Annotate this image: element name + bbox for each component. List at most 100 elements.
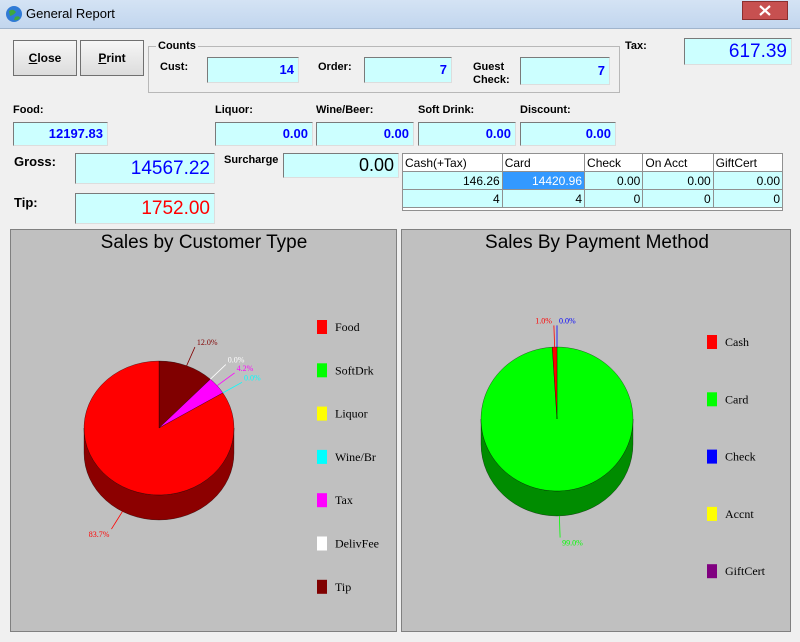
- group-title: Counts: [156, 40, 198, 52]
- header-cell: GiftCert: [712, 153, 784, 172]
- field-label: Tip:: [14, 195, 38, 210]
- field-value: 7: [364, 57, 452, 83]
- field-value: 0.00: [215, 122, 313, 146]
- chart-title: Sales by Customer Type: [101, 232, 308, 253]
- close-button[interactable]: Close: [13, 40, 77, 76]
- close-window-button[interactable]: [742, 1, 788, 20]
- tip-value: 1752.00: [75, 193, 215, 224]
- legend-swatch: [317, 320, 327, 334]
- header-cell: Cash(+Tax): [402, 153, 503, 172]
- header-row: Cash(+Tax) Card Check On Acct GiftCert: [402, 153, 784, 172]
- legend-swatch: [707, 506, 717, 521]
- legend-label: Cash: [725, 335, 749, 349]
- field-label: Guest Check:: [473, 61, 510, 86]
- field-value: 12197.83: [13, 122, 108, 146]
- legend-swatch: [317, 449, 327, 464]
- legend-swatch: [317, 493, 327, 508]
- app-icon: [6, 6, 22, 22]
- legend-swatch: [317, 363, 327, 378]
- field-label: Tax:: [625, 40, 647, 52]
- leader-line: [186, 346, 196, 366]
- title-bar: General Report: [0, 0, 800, 29]
- pie-slice: [83, 360, 235, 496]
- print-button[interactable]: Print: [80, 40, 144, 76]
- leader-line: [216, 372, 235, 386]
- data-label: 12.0%: [197, 338, 218, 347]
- surcharge-value: 0.00: [283, 153, 399, 178]
- cell[interactable]: 0: [584, 189, 644, 208]
- cell[interactable]: 0.00: [584, 171, 644, 190]
- leader-line: [558, 515, 561, 538]
- table-row: 146.26 14420.96 0.00 0.00 0.00: [402, 171, 784, 190]
- data-label: 4.2%: [237, 364, 254, 373]
- header-cell: Check: [584, 153, 644, 172]
- legend-swatch: [707, 335, 717, 349]
- cell[interactable]: 0.00: [712, 171, 784, 190]
- cell[interactable]: 4: [501, 189, 586, 208]
- field-label: Cust:: [160, 61, 189, 73]
- field-label: Discount:: [520, 104, 571, 116]
- cell[interactable]: 0.00: [642, 171, 714, 190]
- data-label: 83.7%: [89, 530, 110, 539]
- counts-group: [148, 46, 620, 93]
- legend-swatch: [707, 564, 717, 579]
- pie-chart: Sales By Payment Method 1.0% 99.0% 0.0% Cash…: [480, 232, 766, 579]
- gross-value: 14567.22: [75, 153, 215, 184]
- legend-label: Check: [725, 450, 756, 464]
- legend-label: GiftCert: [725, 564, 766, 578]
- legend-swatch: [707, 449, 717, 464]
- data-label: 1.0%: [535, 316, 552, 325]
- legend-label: Tip: [335, 580, 351, 594]
- field-label: Gross:: [14, 154, 56, 169]
- leader-line: [553, 325, 556, 348]
- payment-table: Cash(+Tax) Card Check On Acct GiftCert 1…: [402, 153, 784, 211]
- leader-line: [111, 511, 123, 530]
- leader-line: [222, 381, 243, 394]
- field-label: Wine/Beer:: [316, 104, 374, 116]
- legend-swatch: [707, 392, 717, 407]
- cell[interactable]: 146.26: [402, 171, 503, 190]
- legend-swatch: [317, 579, 327, 594]
- field-value: 0.00: [520, 122, 616, 146]
- window-title: General Report: [26, 6, 115, 21]
- button-label: Close: [28, 51, 62, 65]
- cell[interactable]: 4: [402, 189, 503, 208]
- field-value: 7: [520, 57, 610, 85]
- legend-label: Food: [335, 320, 360, 334]
- header-cell: Card: [501, 153, 586, 172]
- data-label: 0.0%: [244, 373, 261, 382]
- legend-label: Wine/Br: [335, 450, 376, 464]
- legend-label: Liquor: [335, 407, 368, 421]
- field-value: 617.39: [684, 38, 792, 65]
- legend-swatch: [317, 536, 327, 551]
- field-label: Food:: [13, 104, 44, 116]
- leader-line: [210, 364, 227, 380]
- button-label: Print: [98, 51, 126, 65]
- field-value: 0.00: [316, 122, 414, 146]
- field-label: Surcharge: [224, 154, 279, 166]
- pie-chart: Sales by Customer Type 83.7% 0.0%4.2%0.0% 1…: [83, 232, 379, 594]
- field-label: Liquor:: [215, 104, 253, 116]
- cell-selected[interactable]: 14420.96: [501, 171, 586, 190]
- legend-label: Card: [725, 392, 748, 406]
- empty-row: [402, 207, 783, 211]
- legend-label: DelivFee: [335, 537, 379, 551]
- legend-label: Tax: [335, 493, 353, 507]
- data-label: 0.0%: [559, 316, 576, 325]
- field-label: Order:: [318, 61, 352, 73]
- table-row: 4 4 0 0 0: [402, 189, 784, 208]
- legend-label: Accnt: [725, 507, 754, 521]
- cell[interactable]: 0: [642, 189, 714, 208]
- data-label: 0.0%: [228, 356, 245, 365]
- legend-label: SoftDrk: [335, 363, 374, 377]
- header-cell: On Acct: [642, 153, 714, 172]
- cell[interactable]: 0: [712, 189, 784, 208]
- legend-swatch: [317, 406, 327, 421]
- field-value: 0.00: [418, 122, 516, 146]
- table-row: [402, 207, 783, 211]
- chart-title: Sales By Payment Method: [485, 232, 709, 253]
- field-label: Soft Drink:: [418, 104, 475, 116]
- field-value: 14: [207, 57, 299, 83]
- data-label: 99.0%: [562, 539, 583, 548]
